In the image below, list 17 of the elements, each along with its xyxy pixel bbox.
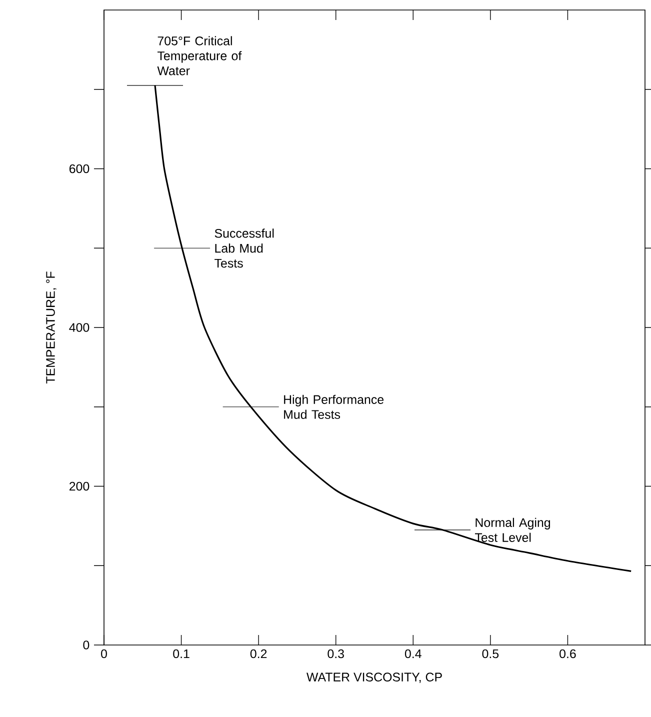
y-tick-label: 400 [69,323,90,332]
y-tick-label: 600 [69,164,90,174]
x-tick-label: 0.2 [250,649,267,658]
annotation: Successful Lab Mud Tests [214,228,274,268]
annotation: 705°F Critical Temperature of Water [157,36,242,76]
x-tick-label: 0.4 [404,649,422,658]
x-tick-label: 0.6 [560,649,576,658]
x-axis-title: WATER VISCOSITY, CP [306,672,442,683]
annotation: High Performance Mud Tests [284,394,384,419]
y-axis-title: TEMPERATURE, °F [46,272,56,384]
y-tick-label: 0 [83,640,90,650]
x-tick-label: 0 [101,649,107,658]
annotation: Normal Aging Test Level [474,518,550,542]
x-tick-label: 0.5 [482,649,499,658]
y-tick-label: 200 [69,482,90,491]
x-tick-label: 0.1 [173,649,190,658]
x-tick-label: 0.3 [328,649,344,658]
